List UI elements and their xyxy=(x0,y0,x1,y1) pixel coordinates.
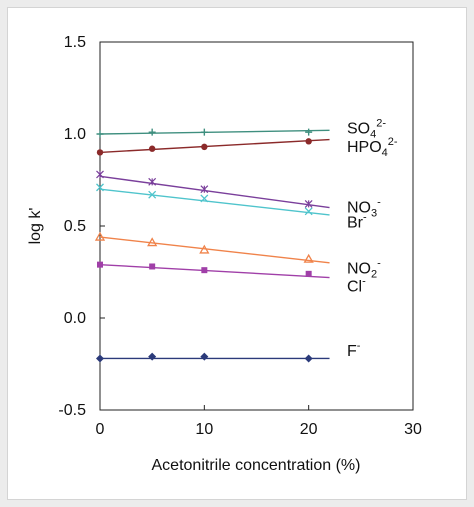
x-ticks: 0 10 20 30 xyxy=(96,405,422,438)
data-point xyxy=(304,354,313,363)
axes xyxy=(99,41,414,411)
x-axis-label: Acetonitrile concentration (%) xyxy=(152,457,361,474)
data-point xyxy=(200,185,209,194)
data-point xyxy=(148,145,156,152)
x-tick-label: 10 xyxy=(195,421,213,438)
fit-line xyxy=(99,188,330,216)
y-axis-label: log k' xyxy=(27,208,44,245)
data-point xyxy=(305,138,312,145)
data-point xyxy=(201,143,208,151)
x-tick-label: 20 xyxy=(300,421,318,438)
plot-area xyxy=(99,41,414,411)
fit-line xyxy=(99,175,330,209)
x-tick-label: 30 xyxy=(404,421,422,438)
data-point xyxy=(200,128,208,136)
series-label: Br- xyxy=(347,211,367,231)
data-point xyxy=(96,149,104,156)
data-point xyxy=(199,244,210,254)
fit-line xyxy=(99,138,330,154)
data-point xyxy=(200,194,209,203)
data-point xyxy=(200,352,209,361)
data-point xyxy=(148,128,156,136)
data-point xyxy=(303,253,314,263)
data-point xyxy=(148,352,157,361)
y-tick-label: 0.5 xyxy=(64,218,86,235)
y-tick-label: -0.5 xyxy=(58,402,86,419)
series-label: SO42- xyxy=(347,117,386,140)
series-label: Cl- xyxy=(347,276,366,296)
fit-lines xyxy=(99,129,330,360)
data-point xyxy=(147,237,158,247)
data-point xyxy=(94,231,106,241)
series-label: F- xyxy=(347,340,361,360)
y-tick-label: 1.0 xyxy=(64,126,86,143)
series-label: HPO42- xyxy=(347,136,398,159)
data-point xyxy=(97,261,103,268)
data-points xyxy=(94,128,314,363)
data-point xyxy=(304,207,313,216)
chart-frame xyxy=(7,7,467,500)
y-ticks: -0.5 0.0 0.5 1.0 1.5 xyxy=(58,34,105,419)
data-point xyxy=(149,263,156,270)
y-tick-label: 0.0 xyxy=(64,310,86,327)
fit-line xyxy=(99,236,330,264)
data-point xyxy=(96,130,104,138)
data-point xyxy=(148,190,157,199)
y-tick-label: 1.5 xyxy=(64,34,86,51)
series-label: NO3- xyxy=(347,197,381,220)
data-point xyxy=(148,177,157,186)
data-point xyxy=(305,270,312,277)
fit-line xyxy=(99,129,330,135)
series-labels: SO42-HPO42- NO3-Br- NO2-Cl- F- xyxy=(347,117,398,360)
data-point xyxy=(201,267,208,274)
data-point xyxy=(305,128,313,136)
data-point xyxy=(96,354,104,363)
series-label: NO2- xyxy=(347,257,381,280)
fit-line xyxy=(99,263,330,279)
data-point xyxy=(304,199,313,208)
x-tick-label: 0 xyxy=(96,421,105,438)
data-point xyxy=(96,183,104,192)
data-point xyxy=(96,170,104,179)
